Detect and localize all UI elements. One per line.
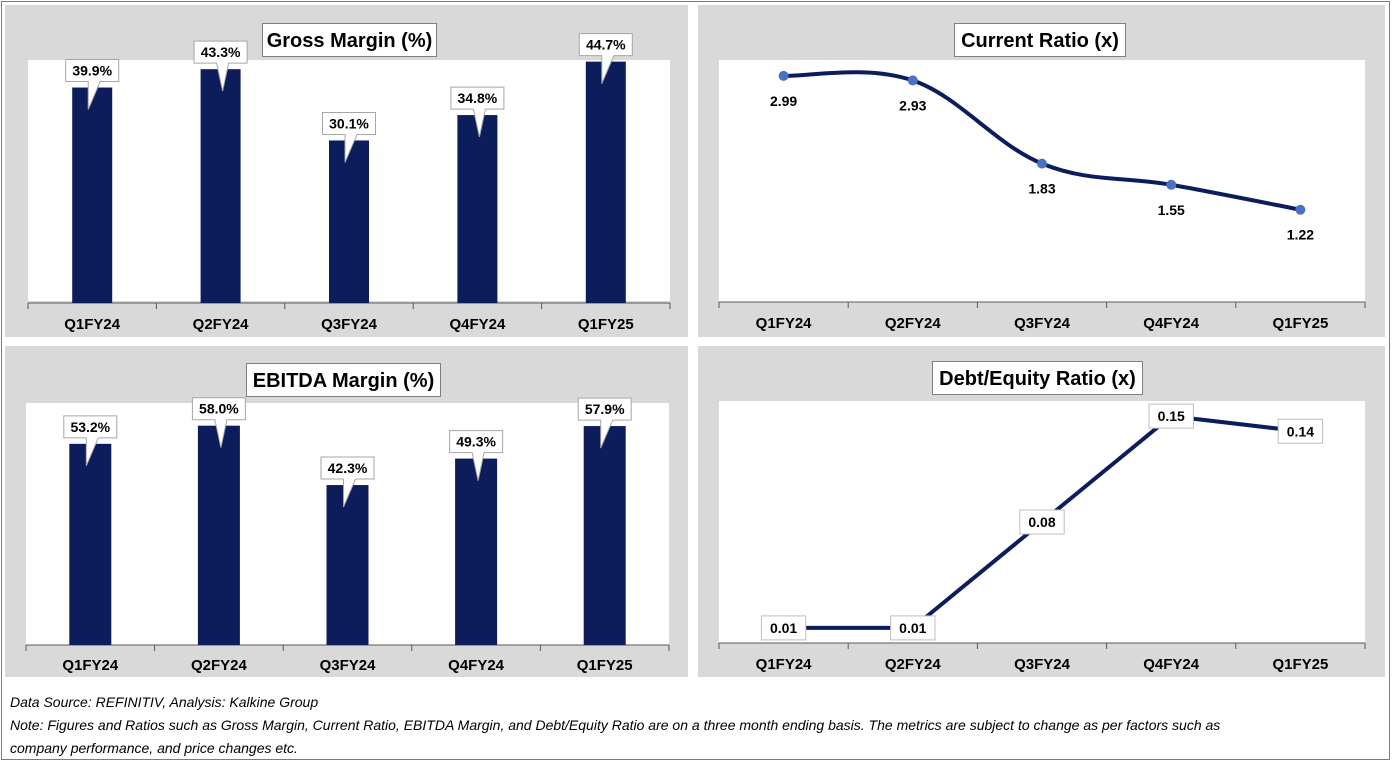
current-data-label: 2.93 [899,97,926,113]
ebitda-x-tick-label: Q1FY25 [577,657,633,674]
gross-x-tick-label: Q2FY24 [193,316,250,333]
ebitda-x-tick-label: Q1FY24 [62,657,119,674]
de-data-label-box [890,615,936,641]
current-x-tick-label: Q1FY25 [1272,315,1328,332]
de-x-tick-label: Q4FY24 [1143,656,1200,673]
gross-x-tick-label: Q1FY24 [64,316,121,333]
ebitda-margin-title: EBITDA Margin (%) [246,363,441,397]
debt-equity-chart: Q1FY24 Q2FY24 Q3FY24 Q4FY24 Q1FY25 0.01 0.01 0.… [718,403,1366,673]
gross-bar [200,69,241,304]
ebitda-bar [326,485,369,645]
current-data-label: 2.99 [770,93,797,109]
ebitda-bar [197,425,240,645]
gross-data-label: 43.3% [201,44,241,60]
ebitda-data-label-callout [449,430,504,481]
de-data-label-box [760,615,807,641]
gross-bar [72,87,113,303]
data-source-note: Data Source: REFINITIV, Analysis: Kalkin… [10,694,319,710]
gross-data-label: 34.8% [458,90,498,106]
ebitda-data-label-callout [320,456,375,508]
current-ratio-chart: Q1FY24 Q2FY24 Q3FY24 Q4FY24 Q1FY25 2.99 2.93 1.… [718,70,1366,332]
gross-data-label-callout [578,33,633,84]
disclaimer-note-line-1: Note: Figures and Ratios such as Gross M… [10,717,1221,733]
ebitda-data-label-callout [191,397,246,448]
ebitda-data-label: 49.3% [456,434,496,450]
gross-bar [457,115,498,303]
gross-x-tick-label: Q3FY24 [321,316,378,333]
de-data-label-box [1148,403,1194,429]
current-data-point [1166,179,1177,190]
gross-bar [585,61,626,304]
debt-equity-title: Debt/Equity Ratio (x) [932,361,1143,395]
gross-data-label-callout [450,86,505,138]
gross-data-label: 44.7% [586,37,626,53]
current-x-tick-label: Q4FY24 [1143,315,1200,332]
ebitda-bar [69,443,112,645]
gross-data-label: 30.1% [329,115,369,131]
ebitda-bar [583,426,626,645]
current-x-tick-label: Q2FY24 [885,315,942,332]
ebitda-margin-chart: Q1FY24 Q2FY24 Q3FY24 Q4FY24 Q1FY25 53.2% 58.0%… [25,397,670,674]
de-data-label: 0.01 [770,620,797,636]
gross-data-label-callout [193,40,248,92]
gross-margin-chart: Q1FY24 Q2FY24 Q3FY24 Q4FY24 Q1FY25 39.9% 43.3%… [27,33,671,333]
de-x-tick-label: Q1FY24 [756,656,813,673]
debt-equity-panel: Debt/Equity Ratio (x) Q1FY24 Q2FY24 Q3FY24… [698,346,1385,677]
ebitda-data-label: 57.9% [585,401,625,417]
ebitda-data-label: 58.0% [199,401,239,417]
gross-data-label-callout [65,59,120,110]
de-data-label-box [1019,509,1065,535]
current-data-label: 1.22 [1287,227,1314,243]
ebitda-x-tick-label: Q3FY24 [320,657,377,674]
ebitda-bar [455,458,498,645]
gross-bar [329,140,369,303]
gross-data-label: 39.9% [72,63,112,79]
current-data-label: 1.55 [1158,202,1185,218]
ebitda-data-label-callout [63,415,118,467]
de-data-label: 0.08 [1028,514,1055,530]
current-ratio-panel: Current Ratio (x) Q1FY24 Q2FY24 Q3FY24 Q4FY… [698,5,1385,337]
ebitda-x-tick-label: Q2FY24 [191,657,248,674]
de-data-label-box [1277,418,1324,444]
current-data-label: 1.83 [1028,181,1055,197]
de-data-label: 0.15 [1158,408,1185,424]
current-x-tick-label: Q3FY24 [1014,315,1071,332]
ebitda-data-label: 42.3% [328,460,368,476]
ebitda-x-tick-label: Q4FY24 [448,657,505,674]
current-data-point [1037,158,1047,169]
gross-x-tick-label: Q1FY25 [578,316,634,333]
gross-margin-panel: Gross Margin (%) Q1FY24 Q2FY24 Q3FY24 Q4FY2… [5,5,688,337]
current-data-point [1295,204,1306,215]
ebitda-data-label-callout [577,397,632,449]
current-ratio-plot-area [719,60,1365,302]
gross-margin-title: Gross Margin (%) [262,23,437,57]
gross-data-label-callout [322,111,376,163]
gross-x-tick-label: Q4FY24 [449,316,506,333]
de-x-tick-label: Q1FY25 [1272,656,1328,673]
current-x-tick-label: Q1FY24 [756,315,813,332]
current-data-point [778,70,789,81]
current-data-point [907,75,918,86]
disclaimer-note-line-2: company performance, and price changes e… [10,740,298,756]
ebitda-margin-panel: EBITDA Margin (%) Q1FY24 Q2FY24 Q3FY24 Q4FY… [5,346,688,677]
de-data-label: 0.01 [899,620,926,636]
ebitda-data-label: 53.2% [70,419,110,435]
de-x-tick-label: Q2FY24 [885,656,942,673]
de-x-tick-label: Q3FY24 [1014,656,1071,673]
de-data-label: 0.14 [1287,423,1314,439]
current-ratio-title: Current Ratio (x) [954,23,1126,57]
